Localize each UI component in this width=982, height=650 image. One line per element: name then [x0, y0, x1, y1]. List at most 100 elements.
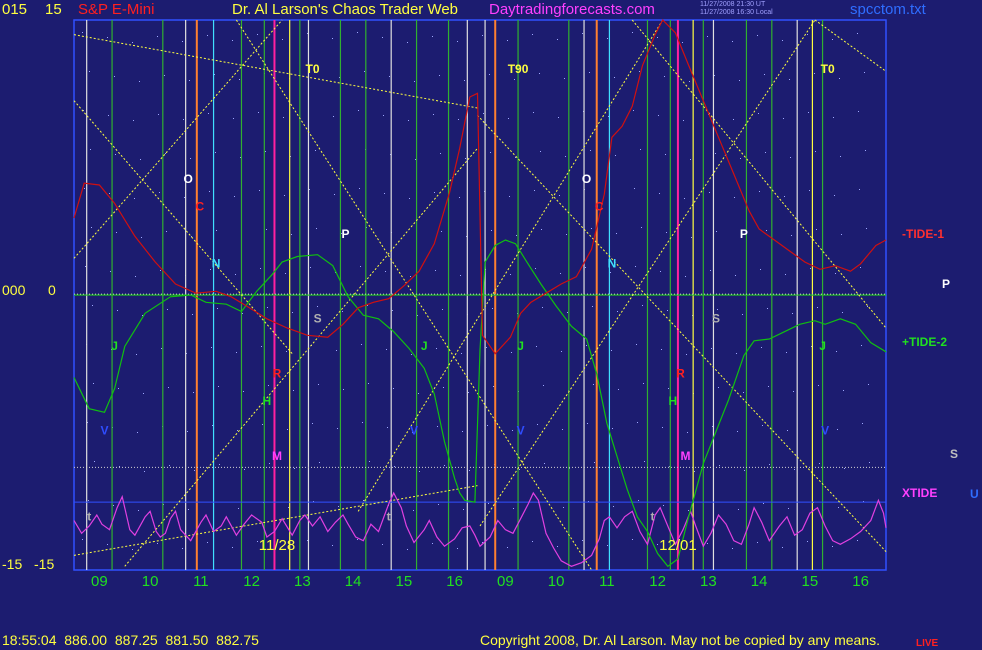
annotation-label: O	[184, 172, 193, 186]
grid-dot	[661, 349, 662, 350]
annotation-label: R	[676, 367, 685, 381]
grid-dot	[860, 267, 861, 268]
grid-dot	[709, 192, 710, 193]
grid-dot	[310, 267, 311, 268]
grid-dot	[366, 227, 367, 228]
x-tick-label: 14	[345, 573, 362, 590]
annotation-label: J	[421, 339, 428, 353]
grid-dot	[607, 545, 608, 546]
grid-dot	[432, 543, 433, 544]
grid-dot	[482, 542, 483, 543]
grid-dot	[282, 39, 283, 40]
grid-dot	[161, 348, 162, 349]
grid-dot	[841, 234, 842, 235]
grid-dot	[211, 347, 212, 348]
y-axis-mid-label-2: 0	[48, 282, 56, 298]
angle-line	[477, 114, 887, 553]
grid-dot	[657, 37, 658, 38]
angle-line	[73, 19, 283, 259]
grid-dot	[742, 314, 743, 315]
grid-dot	[265, 151, 266, 152]
grid-dot	[490, 152, 491, 153]
grid-dot	[140, 159, 141, 160]
grid-dot	[132, 549, 133, 550]
grid-dot	[535, 268, 536, 269]
grid-dot	[640, 149, 641, 150]
annotation-label: t	[651, 510, 655, 524]
grid-dot	[788, 508, 789, 509]
grid-dot	[209, 191, 210, 192]
grid-dot	[392, 310, 393, 311]
annotation-label: M	[272, 449, 282, 463]
grid-dot	[332, 38, 333, 39]
grid-dot	[744, 470, 745, 471]
grid-dot	[832, 39, 833, 40]
annotation-label: M	[681, 449, 691, 463]
market-title: S&P E-Mini	[78, 1, 155, 18]
grid-dot	[438, 504, 439, 505]
grid-dot	[808, 112, 809, 113]
grid-dot	[715, 153, 716, 154]
grid-dot	[866, 228, 867, 229]
legend-tide2: +TIDE-2	[902, 335, 948, 349]
annotation-label: T0	[821, 62, 835, 76]
y-axis-top-label-2: 15	[45, 1, 62, 18]
grid-dot	[141, 237, 142, 238]
grid-dot	[757, 35, 758, 36]
grid-dot	[189, 80, 190, 81]
grid-dot	[861, 345, 862, 346]
grid-dot	[243, 391, 244, 392]
grid-dot	[843, 390, 844, 391]
grid-dot	[757, 542, 758, 543]
grid-dot	[192, 314, 193, 315]
grid-dot	[611, 350, 612, 351]
grid-dot	[811, 346, 812, 347]
grid-dot	[662, 427, 663, 428]
grid-dot	[187, 431, 188, 432]
grid-dot	[617, 311, 618, 312]
grid-dot	[687, 432, 688, 433]
grid-dot	[559, 195, 560, 196]
grid-dot	[469, 470, 470, 471]
grid-dot	[491, 230, 492, 231]
grid-dot	[283, 117, 284, 118]
grid-dot	[314, 72, 315, 73]
grid-dot	[414, 81, 415, 82]
grid-dot	[359, 188, 360, 189]
grid-dot	[836, 351, 837, 352]
grid-dot	[594, 462, 595, 463]
grid-dot	[532, 34, 533, 35]
grid-dot	[261, 346, 262, 347]
grid-dot	[358, 110, 359, 111]
angle-line	[479, 19, 816, 527]
grid-dot	[834, 195, 835, 196]
grid-dot	[663, 505, 664, 506]
grid-dot	[459, 197, 460, 198]
grid-dot	[135, 276, 136, 277]
grid-dot	[364, 71, 365, 72]
grid-dot	[659, 193, 660, 194]
grid-dot	[668, 388, 669, 389]
grid-dot	[514, 79, 515, 80]
grid-dot	[769, 464, 770, 465]
annotation-label: V	[821, 423, 829, 437]
grid-dot	[307, 540, 308, 541]
grid-dot	[767, 308, 768, 309]
grid-dot	[515, 157, 516, 158]
grid-dot	[194, 470, 195, 471]
grid-dot	[683, 120, 684, 121]
grid-dot	[692, 315, 693, 316]
grid-dot	[313, 501, 314, 502]
grid-dot	[743, 392, 744, 393]
grid-dot	[785, 274, 786, 275]
grid-dot	[543, 385, 544, 386]
grid-dot	[190, 158, 191, 159]
grid-dot	[682, 42, 683, 43]
x-tick-label: 10	[142, 573, 159, 590]
grid-dot	[859, 189, 860, 190]
annotation-label: t	[387, 510, 391, 524]
grid-dot	[244, 469, 245, 470]
grid-dot	[765, 152, 766, 153]
x-tick-label: 15	[802, 573, 819, 590]
